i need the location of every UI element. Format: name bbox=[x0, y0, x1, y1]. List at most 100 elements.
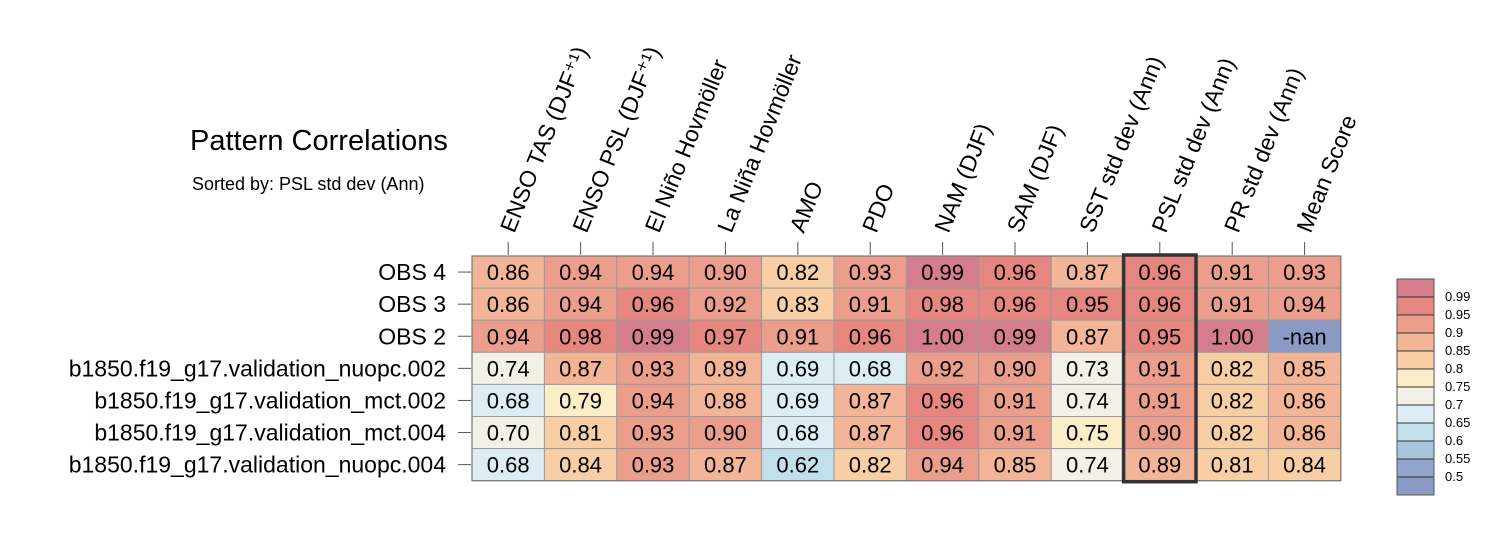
cell-value-label: 0.91 bbox=[994, 388, 1037, 413]
colorbar-segment bbox=[1397, 279, 1434, 297]
cell-value-label: 0.92 bbox=[921, 356, 964, 381]
cell-value-label: 0.74 bbox=[487, 356, 530, 381]
heatmap-cell bbox=[616, 448, 690, 482]
cell-value-label: 0.93 bbox=[849, 260, 892, 285]
cell-value-label: 0.87 bbox=[849, 388, 892, 413]
heatmap-cell bbox=[471, 319, 545, 353]
cell-value-label: 0.88 bbox=[704, 388, 747, 413]
cell-value-label: 0.86 bbox=[487, 292, 530, 317]
heatmap-cell bbox=[1267, 351, 1342, 385]
cell-value-label: 0.91 bbox=[1211, 292, 1254, 317]
heatmap-cell bbox=[471, 351, 545, 385]
heatmap-cell bbox=[1050, 383, 1125, 417]
cell-value-label: 0.75 bbox=[1066, 421, 1109, 446]
heatmap-cell bbox=[1123, 448, 1197, 482]
cell-value-label: 0.91 bbox=[1138, 388, 1181, 413]
colorbar-label: 0.6 bbox=[1445, 433, 1463, 448]
cell-value-label: 0.93 bbox=[1283, 260, 1326, 285]
cell-value-label: 0.90 bbox=[704, 260, 747, 285]
cell-value-label: 0.96 bbox=[994, 292, 1037, 317]
heatmap-cell bbox=[978, 287, 1052, 321]
highlight-box bbox=[1121, 253, 1198, 484]
colorbar-segment bbox=[1397, 369, 1434, 387]
cell-value-label: 0.97 bbox=[704, 324, 747, 349]
cell-value-label: 0.96 bbox=[1138, 260, 1181, 285]
cell-value-label: 0.94 bbox=[559, 260, 602, 285]
cell-value-label: 0.96 bbox=[1138, 292, 1181, 317]
cell-value-label: 0.96 bbox=[921, 388, 964, 413]
heatmap-cell bbox=[1123, 383, 1197, 417]
column-label: PR std dev (Ann) bbox=[1219, 64, 1309, 236]
heatmap-cell bbox=[978, 448, 1052, 482]
heatmap-cell bbox=[978, 351, 1052, 385]
heatmap-cell bbox=[978, 383, 1052, 417]
cell-value-label: 0.81 bbox=[559, 421, 602, 446]
cell-value-label: 0.98 bbox=[921, 292, 964, 317]
column-label: NAM (DJF) bbox=[929, 120, 996, 236]
colorbar-label: 0.95 bbox=[1445, 307, 1470, 322]
cell-value-label: 0.92 bbox=[704, 292, 747, 317]
colorbar-segment bbox=[1397, 315, 1434, 333]
cell-value-label: 0.68 bbox=[487, 388, 530, 413]
cell-value-label: 0.73 bbox=[1066, 356, 1109, 381]
heatmap-cell bbox=[761, 351, 835, 385]
colorbar-segment bbox=[1397, 459, 1434, 477]
row-label: b1850.f19_g17.validation_mct.004 bbox=[94, 420, 446, 446]
heatmap-cell bbox=[616, 383, 690, 417]
row-label: b1850.f19_g17.validation_mct.002 bbox=[94, 387, 446, 413]
heatmap-cell bbox=[688, 319, 763, 353]
cell-value-label: 0.99 bbox=[921, 260, 964, 285]
heatmap-cell bbox=[1123, 287, 1197, 321]
cell-value-label: 0.89 bbox=[704, 356, 747, 381]
colorbar-segment bbox=[1397, 333, 1434, 351]
heatmap-cell bbox=[978, 255, 1052, 289]
cell-value-label: 0.62 bbox=[776, 453, 819, 478]
row-label: b1850.f19_g17.validation_nuopc.004 bbox=[69, 452, 446, 478]
cell-value-label: 0.89 bbox=[1138, 453, 1181, 478]
heatmap-cell bbox=[616, 287, 690, 321]
cell-value-label: 0.94 bbox=[487, 324, 530, 349]
cell-value-label: 0.91 bbox=[776, 324, 819, 349]
cell-value-label: 0.87 bbox=[1066, 324, 1109, 349]
heatmap-cell bbox=[543, 383, 618, 417]
colorbar: 0.99 0.95 0.9 0.85 0.8 0.75 0.7 0.65 0.6 0.55 0.5 bbox=[1396, 278, 1470, 496]
colorbar-label: 0.55 bbox=[1445, 451, 1470, 466]
heatmap-cell bbox=[616, 255, 690, 289]
cell-value-label: 0.93 bbox=[632, 356, 675, 381]
cell-value-label: 0.90 bbox=[704, 421, 747, 446]
heatmap-cell bbox=[833, 416, 907, 450]
row-label: OBS 2 bbox=[378, 323, 446, 349]
heatmap-cell bbox=[833, 383, 907, 417]
colorbar-label: 0.75 bbox=[1445, 379, 1470, 394]
cell-value-label: 0.82 bbox=[1211, 356, 1254, 381]
cell-value-label: 0.95 bbox=[1066, 292, 1109, 317]
heatmap-cell bbox=[1123, 319, 1197, 353]
heatmap-frame bbox=[471, 255, 1342, 482]
cell-value-label: 0.83 bbox=[776, 292, 819, 317]
colorbar-frame bbox=[1396, 278, 1435, 496]
cell-value-label: 0.95 bbox=[1138, 324, 1181, 349]
heatmap-cell bbox=[1195, 351, 1269, 385]
cell-value-label: 0.93 bbox=[632, 453, 675, 478]
cell-value-label: 0.85 bbox=[994, 453, 1037, 478]
cell-value-label: 0.68 bbox=[487, 453, 530, 478]
cell-value-label: 0.94 bbox=[559, 292, 602, 317]
cell-value-label: 0.74 bbox=[1066, 388, 1109, 413]
cell-value-label: 0.96 bbox=[849, 324, 892, 349]
heatmap-cell bbox=[761, 448, 835, 482]
cell-value-label: 0.99 bbox=[994, 324, 1037, 349]
heatmap-cell bbox=[1123, 416, 1197, 450]
heatmap-cell bbox=[688, 448, 763, 482]
cell-value-label: 0.99 bbox=[632, 324, 675, 349]
colorbar-segment bbox=[1397, 297, 1434, 315]
heatmap-cell bbox=[761, 319, 835, 353]
heatmap-cell bbox=[1267, 287, 1342, 321]
cell-value-label: 0.69 bbox=[776, 356, 819, 381]
cell-value-label: 0.70 bbox=[487, 421, 530, 446]
chart-title: Pattern Correlations bbox=[190, 125, 448, 157]
cell-value-label: 0.91 bbox=[1211, 260, 1254, 285]
colorbar-segment bbox=[1397, 477, 1434, 495]
cell-value-label: 0.86 bbox=[1283, 388, 1326, 413]
heatmap-cell bbox=[761, 255, 835, 289]
